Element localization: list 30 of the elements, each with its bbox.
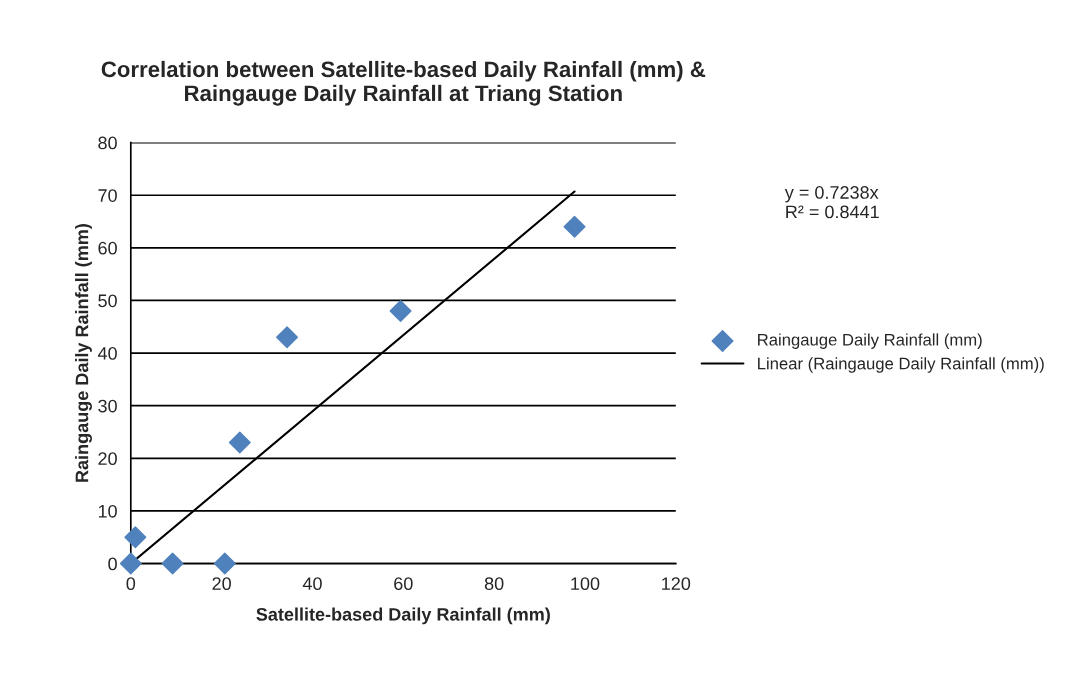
x-tick-label: 120 xyxy=(662,577,691,591)
legend-label: Linear (Raingauge Daily Rainfall (mm)) xyxy=(758,357,1044,373)
point xyxy=(161,552,184,575)
y-tick-label: 60 xyxy=(98,241,117,255)
text: y = 0.7238x R² = 0.8441 xyxy=(784,186,879,219)
y-tick-label: 40 xyxy=(97,347,117,360)
y-tick-label: 30 xyxy=(98,399,117,413)
y-axis-title: Raingauge Daily Rainfall (mm) xyxy=(75,224,92,482)
y-tick-label: 0 xyxy=(108,557,117,571)
y-tick-label: 80 xyxy=(98,136,117,150)
x-tick-label: 40 xyxy=(302,577,322,591)
point xyxy=(228,431,251,454)
point xyxy=(119,552,142,575)
legend-label: Raingauge Daily Rainfall (mm) xyxy=(758,333,982,349)
chart-title: Correlation between Satellite-based Daily Rainfall (mm) & Raingauge Daily Rainfall at Triang Station xyxy=(101,60,706,106)
x-tick-label: 100 xyxy=(571,577,600,591)
point xyxy=(124,526,147,549)
point xyxy=(213,552,236,575)
x-tick-label: 0 xyxy=(126,577,136,591)
x-tick-label: 60 xyxy=(394,577,413,591)
point xyxy=(276,326,299,349)
point xyxy=(389,299,412,322)
x-tick-label: 80 xyxy=(484,577,504,591)
x-axis-title: Satellite-based Daily Rainfall (mm) xyxy=(256,607,550,625)
y-tick-label: 10 xyxy=(98,504,117,518)
y-tick-label: 50 xyxy=(98,294,117,308)
y-tick-label: 20 xyxy=(98,452,117,466)
point xyxy=(563,215,586,238)
x-tick-label: 20 xyxy=(212,577,231,591)
y-tick-label: 70 xyxy=(98,189,117,202)
